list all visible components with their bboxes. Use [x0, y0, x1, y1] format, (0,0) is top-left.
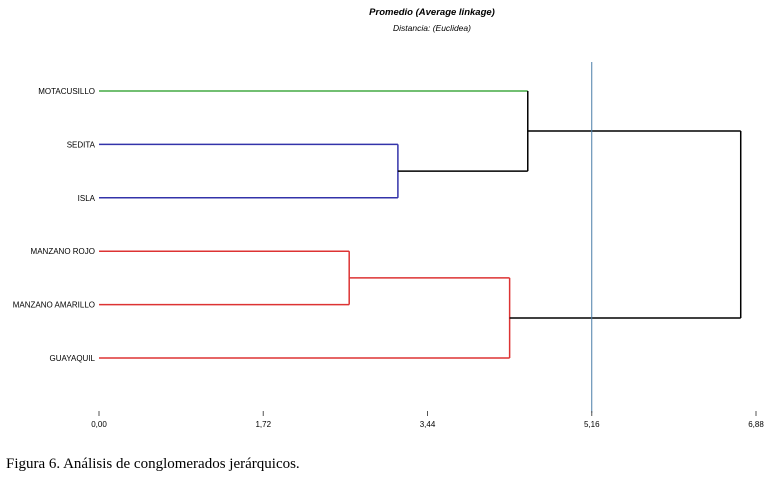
leaf-label: MANZANO AMARILLO: [13, 301, 95, 310]
leaf-label: GUAYAQUIL: [50, 354, 96, 363]
leaf-label: ISLA: [78, 194, 96, 203]
x-tick-label: 6,88: [748, 420, 764, 429]
x-tick-label: 3,44: [420, 420, 436, 429]
chart-title: Promedio (Average linkage): [369, 7, 495, 18]
figure-caption: Figura 6. Análisis de conglomerados jerá…: [6, 456, 300, 472]
x-tick-label: 5,16: [584, 420, 600, 429]
x-tick-label: 0,00: [91, 420, 107, 429]
leaf-label: SEDITA: [67, 140, 96, 149]
chart-subtitle: Distancia: (Euclidea): [393, 23, 471, 33]
leaf-label: MOTACUSILLO: [38, 87, 95, 96]
x-tick-label: 1,72: [255, 420, 271, 429]
dendrogram-chart: Promedio (Average linkage) Distancia: (E…: [13, 7, 765, 429]
leaf-label: MANZANO ROJO: [31, 247, 95, 256]
